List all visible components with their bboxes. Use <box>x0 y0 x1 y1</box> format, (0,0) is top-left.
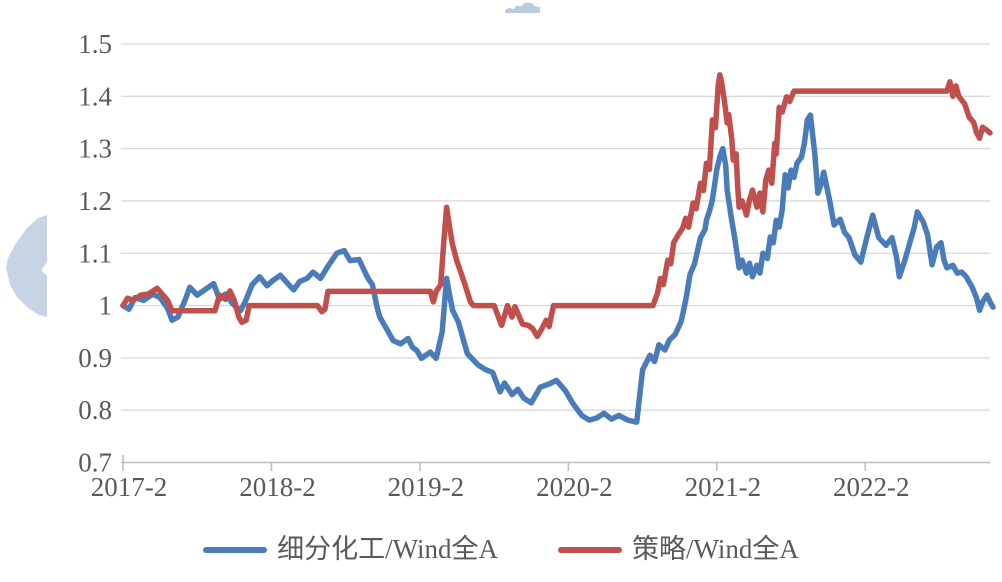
legend-label-xifenhuagong: 细分化工/Wind全A <box>277 534 498 564</box>
legend: 细分化工/Wind全A 策略/Wind全A <box>0 536 1002 563</box>
legend-line-swatch-blue <box>203 546 268 553</box>
legend-item-xifenhuagong: 细分化工/Wind全A <box>203 536 498 563</box>
x-tick-label: 2021-2 <box>685 472 762 502</box>
watermark-left-blob <box>6 215 47 317</box>
y-tick-label: 0.9 <box>78 343 112 373</box>
series-line-0 <box>120 112 996 425</box>
x-tick-label: 2022-2 <box>833 472 910 502</box>
y-tick-label: 1.5 <box>78 29 112 59</box>
x-tick-label: 2020-2 <box>536 472 613 502</box>
y-tick-label: 1.4 <box>78 81 112 111</box>
y-tick-label: 1.2 <box>78 186 112 216</box>
y-tick-label: 1.3 <box>78 134 112 164</box>
series-line-1 <box>120 72 993 340</box>
legend-line-swatch-red <box>558 546 622 553</box>
watermark-top-blob <box>505 3 540 13</box>
y-tick-label: 1.1 <box>78 238 112 268</box>
legend-label-celve: 策略/Wind全A <box>632 534 799 564</box>
x-tick-label: 2017-2 <box>91 472 168 502</box>
y-tick-label: 0.8 <box>78 395 112 425</box>
legend-item-celve: 策略/Wind全A <box>558 536 799 563</box>
y-tick-label: 1 <box>99 291 113 321</box>
y-tick-label: 0.7 <box>78 448 112 478</box>
x-tick-label: 2019-2 <box>388 472 465 502</box>
x-tick-label: 2018-2 <box>239 472 316 502</box>
